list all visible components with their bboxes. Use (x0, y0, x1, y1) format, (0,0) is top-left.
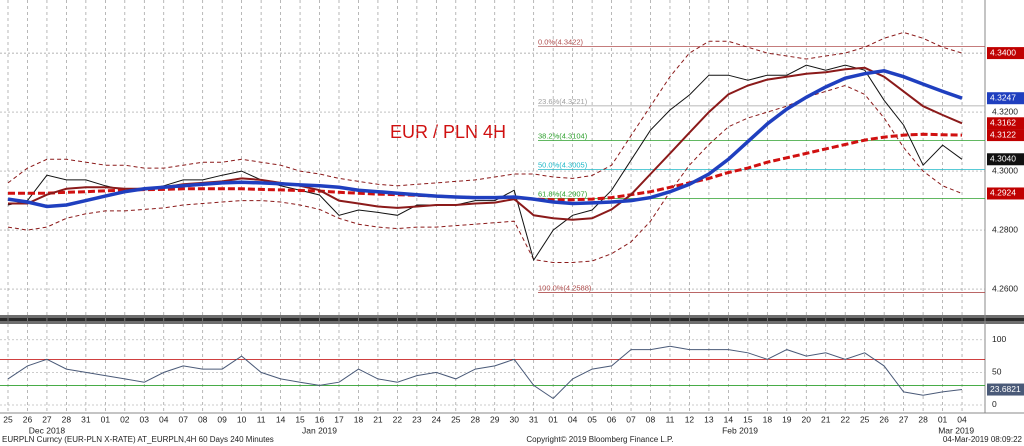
price-tag (987, 153, 1024, 166)
x-tick-label: 27 (42, 414, 52, 424)
x-tick-label: 06 (607, 414, 617, 424)
y-tick-label: 4.3000 (992, 165, 1018, 175)
x-tick-label: 26 (23, 414, 33, 424)
x-tick-label: 07 (626, 414, 636, 424)
value-tag (987, 383, 1024, 396)
x-tick-label: 19 (782, 414, 792, 424)
month-label: Mar 2019 (938, 425, 974, 435)
x-tick-label: 23 (412, 414, 422, 424)
y-tick-label: 100 (992, 334, 1006, 344)
x-tick-label: 05 (587, 414, 597, 424)
x-tick-label: 21 (373, 414, 383, 424)
fib-label: 50.0%(4.3005) (538, 161, 588, 170)
x-tick-label: 16 (315, 414, 325, 424)
price-tag-label: 4.3247 (990, 92, 1016, 102)
price-tag-label: 4.3122 (990, 129, 1016, 139)
price-tag-label: 4.3162 (990, 118, 1016, 128)
series-line (7, 64, 963, 262)
x-tick-label: 02 (120, 414, 130, 424)
month-label: Feb 2019 (722, 425, 758, 435)
x-tick-label: 25 (860, 414, 870, 424)
price-tag (987, 47, 1024, 60)
fib-label: 38.2%(4.3104) (538, 131, 588, 140)
price-tag-label: 4.3040 (990, 154, 1016, 164)
y-tick-label: 4.3200 (992, 106, 1018, 116)
x-tick-label: 30 (509, 414, 519, 424)
x-tick-label: 28 (62, 414, 72, 424)
x-tick-label: 25 (451, 414, 461, 424)
x-tick-label: 01 (938, 414, 948, 424)
x-tick-label: 18 (354, 414, 364, 424)
x-tick-label: 20 (802, 414, 812, 424)
series-line (7, 345, 963, 400)
footer-right: 04-Mar-2019 08:09:22 (943, 435, 1023, 444)
x-tick-label: 15 (743, 414, 753, 424)
fib-label: 0.0%(4.3422) (538, 38, 584, 47)
y-tick-label: 4.2800 (992, 224, 1018, 234)
y-tick-label: 4.2600 (992, 283, 1018, 293)
x-tick-label: 28 (918, 414, 928, 424)
value-tag-label: 23.6821 (990, 384, 1021, 394)
price-tag-label: 4.3400 (990, 47, 1016, 57)
x-tick-label: 08 (646, 414, 656, 424)
price-tag-label: 4.2924 (990, 188, 1016, 198)
x-tick-label: 29 (490, 414, 500, 424)
series-line (7, 69, 963, 209)
x-tick-label: 01 (101, 414, 111, 424)
x-tick-label: 09 (217, 414, 227, 424)
x-tick-label: 21 (821, 414, 831, 424)
price-tag (987, 92, 1024, 105)
x-tick-label: 01 (548, 414, 558, 424)
x-tick-label: 31 (81, 414, 91, 424)
fib-label: 61.8%(4.2907) (538, 189, 588, 198)
x-tick-label: 28 (471, 414, 481, 424)
x-tick-label: 18 (763, 414, 773, 424)
x-tick-label: 10 (237, 414, 247, 424)
fib-label: 100.0%(4.2588) (538, 284, 592, 293)
panel-separator-line (0, 318, 1024, 321)
series-line (8, 132, 963, 202)
x-tick-label: 22 (840, 414, 850, 424)
price-tag (987, 117, 1024, 130)
x-tick-label: 24 (432, 414, 442, 424)
x-tick-label: 11 (666, 414, 675, 424)
x-tick-label: 04 (159, 414, 169, 424)
price-tag (987, 187, 1024, 200)
y-tick-label: 50 (992, 367, 1002, 377)
x-tick-label: 26 (879, 414, 889, 424)
x-tick-label: 14 (276, 414, 286, 424)
x-tick-label: 11 (257, 414, 266, 424)
x-tick-label: 25 (3, 414, 13, 424)
x-tick-label: 12 (685, 414, 695, 424)
y-tick-label: 0 (992, 399, 997, 409)
footer-left: EURPLN Curncy (EUR-PLN X-RATE) AT_EURPLN… (2, 435, 274, 444)
x-tick-label: 22 (393, 414, 403, 424)
x-tick-label: 04 (568, 414, 578, 424)
x-tick-label: 13 (704, 414, 714, 424)
fib-label: 23.6%(4.3221) (538, 97, 588, 106)
x-tick-label: 14 (724, 414, 734, 424)
x-tick-label: 08 (198, 414, 208, 424)
x-tick-label: 03 (140, 414, 150, 424)
month-label: Dec 2018 (29, 425, 66, 435)
x-tick-label: 31 (529, 414, 539, 424)
price-tag (987, 129, 1024, 142)
month-label: Jan 2019 (302, 425, 337, 435)
footer-center: Copyright© 2019 Bloomberg Finance L.P. (526, 435, 673, 444)
x-tick-label: 27 (899, 414, 909, 424)
x-tick-label: 07 (178, 414, 188, 424)
x-tick-label: 04 (957, 414, 967, 424)
x-tick-label: 17 (334, 414, 344, 424)
chart-title: EUR / PLN 4H (390, 122, 506, 142)
x-tick-label: 15 (295, 414, 305, 424)
